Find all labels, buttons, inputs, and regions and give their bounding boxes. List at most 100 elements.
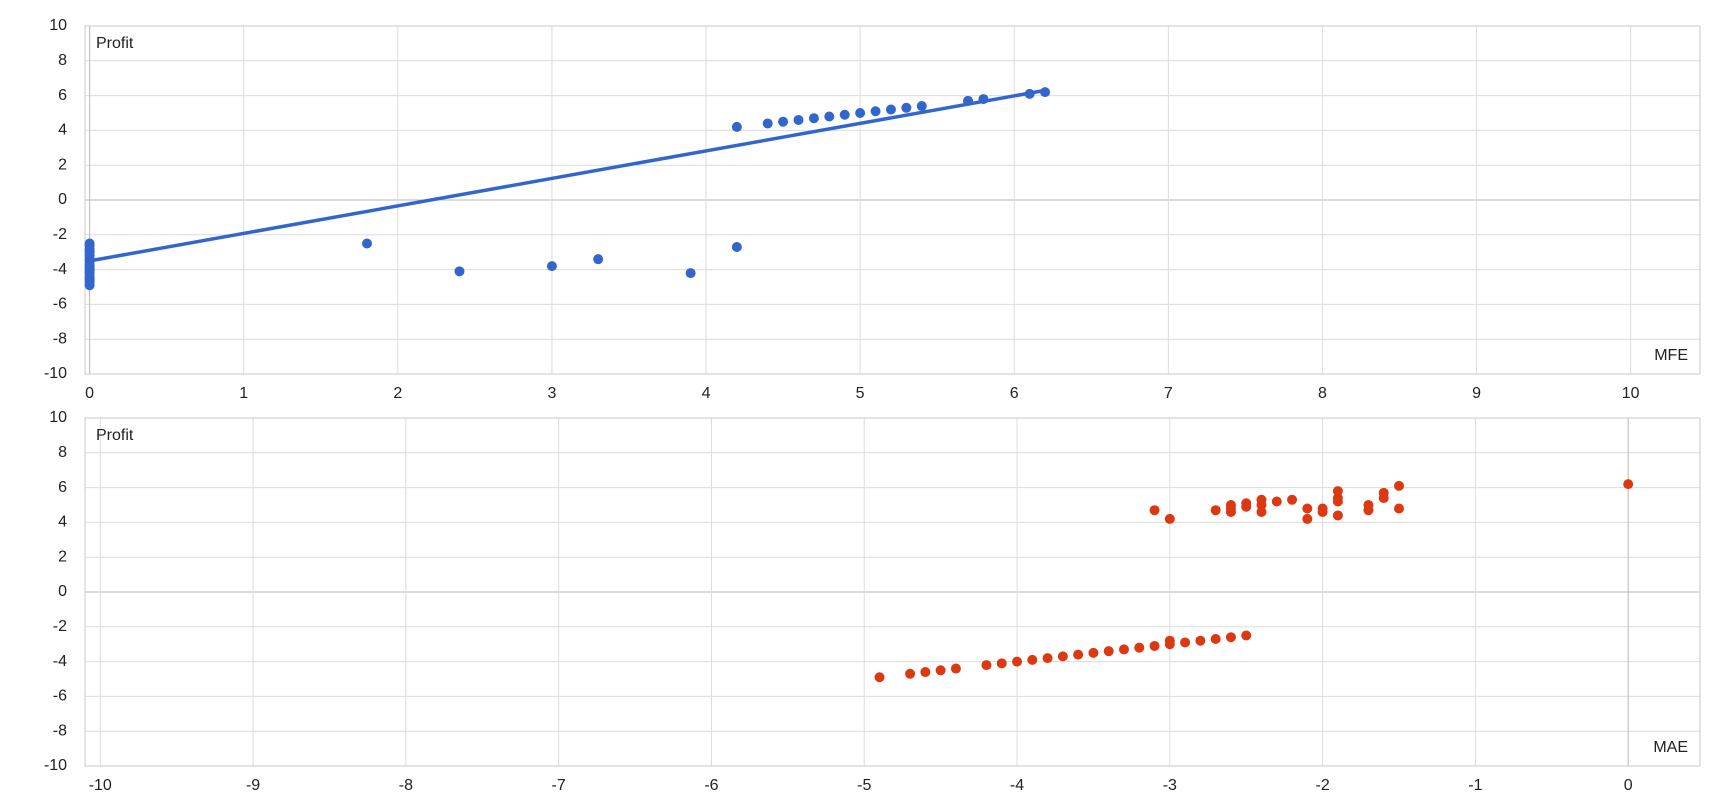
point (870, 106, 881, 117)
point (981, 660, 992, 671)
point (1042, 653, 1053, 664)
point (593, 254, 604, 265)
point (1164, 635, 1175, 646)
point (855, 108, 866, 118)
x-tick-label: -3 (1163, 777, 1177, 794)
point (1210, 505, 1221, 516)
point (1241, 630, 1252, 641)
point (1271, 496, 1282, 507)
point (1195, 635, 1206, 646)
point (1027, 654, 1038, 665)
y-tick-label: 4 (58, 122, 67, 139)
point (1073, 649, 1084, 660)
point (901, 102, 912, 113)
x-tick-label: 4 (702, 385, 711, 402)
point (1363, 500, 1374, 510)
y-tick-label: 8 (58, 444, 67, 461)
point (905, 668, 916, 679)
y-tick-label: 2 (58, 548, 67, 565)
y-axis-label: Profit (96, 427, 134, 444)
point (1210, 633, 1221, 644)
point (1332, 486, 1343, 497)
point (454, 266, 465, 277)
y-tick-label: -8 (53, 330, 67, 347)
x-tick-label: 9 (1472, 385, 1481, 402)
y-tick-label: 0 (58, 191, 67, 208)
point (1623, 479, 1634, 490)
y-tick-label: 6 (58, 87, 67, 104)
y-tick-label: 8 (58, 52, 67, 69)
x-tick-label: 6 (1010, 385, 1019, 402)
x-tick-label: 5 (856, 385, 865, 402)
point (1256, 506, 1267, 517)
point (1225, 500, 1236, 510)
x-tick-label: 7 (1164, 385, 1173, 402)
point (1118, 644, 1129, 655)
point (1394, 480, 1405, 491)
y-tick-label: -4 (53, 653, 67, 670)
y-tick-label: 2 (58, 156, 67, 173)
x-tick-label: -7 (552, 777, 566, 794)
point (778, 116, 789, 127)
point (839, 109, 850, 120)
point (1332, 510, 1343, 521)
y-tick-label: -8 (53, 722, 67, 739)
point (916, 101, 927, 112)
plot-frame (84, 25, 1701, 375)
point (950, 663, 961, 674)
x-axis-label: MAE (1653, 739, 1688, 756)
point (685, 268, 696, 279)
y-tick-label: -6 (53, 296, 67, 313)
point (1256, 494, 1267, 505)
x-tick-label: -8 (399, 777, 413, 794)
x-tick-label: 3 (547, 385, 556, 402)
point (1394, 503, 1405, 514)
x-tick-label: 10 (1622, 385, 1640, 402)
point (885, 104, 896, 115)
point (1302, 503, 1313, 514)
point (1241, 498, 1252, 509)
y-tick-label: 10 (49, 17, 67, 34)
y-tick-label: 0 (58, 583, 67, 600)
x-tick-label: -4 (1010, 777, 1024, 794)
y-tick-label: 6 (58, 479, 67, 496)
y-tick-label: 4 (58, 514, 67, 531)
trendline (89, 88, 1046, 263)
x-tick-label: 8 (1318, 385, 1327, 402)
point (1225, 632, 1236, 643)
point (762, 118, 773, 129)
x-tick-label: 0 (85, 385, 94, 402)
point (731, 121, 742, 132)
point (1012, 656, 1023, 667)
x-tick-label: -10 (89, 777, 112, 794)
point (1149, 640, 1160, 651)
point (1149, 505, 1160, 516)
point (546, 261, 557, 272)
x-tick-label: -1 (1468, 777, 1482, 794)
point (808, 113, 819, 124)
point (1302, 513, 1313, 524)
point (824, 111, 835, 122)
y-tick-label: -2 (53, 618, 67, 635)
point (731, 241, 742, 252)
point (1134, 642, 1145, 653)
point (793, 114, 804, 125)
y-axis-label: Profit (96, 35, 134, 52)
point (362, 238, 373, 249)
x-tick-label: 1 (239, 385, 248, 402)
point (935, 665, 946, 676)
plot-frame (84, 417, 1701, 767)
point (1057, 651, 1068, 662)
point (920, 667, 931, 678)
point (1287, 494, 1298, 505)
y-tick-label: -6 (53, 688, 67, 705)
x-tick-label: -5 (857, 777, 871, 794)
x-tick-label: 2 (393, 385, 402, 402)
x-tick-label: 0 (1624, 777, 1633, 794)
point (1103, 646, 1114, 657)
point (996, 658, 1007, 669)
x-axis-label: MFE (1654, 347, 1688, 364)
point (874, 672, 885, 683)
x-tick-label: -2 (1315, 777, 1329, 794)
